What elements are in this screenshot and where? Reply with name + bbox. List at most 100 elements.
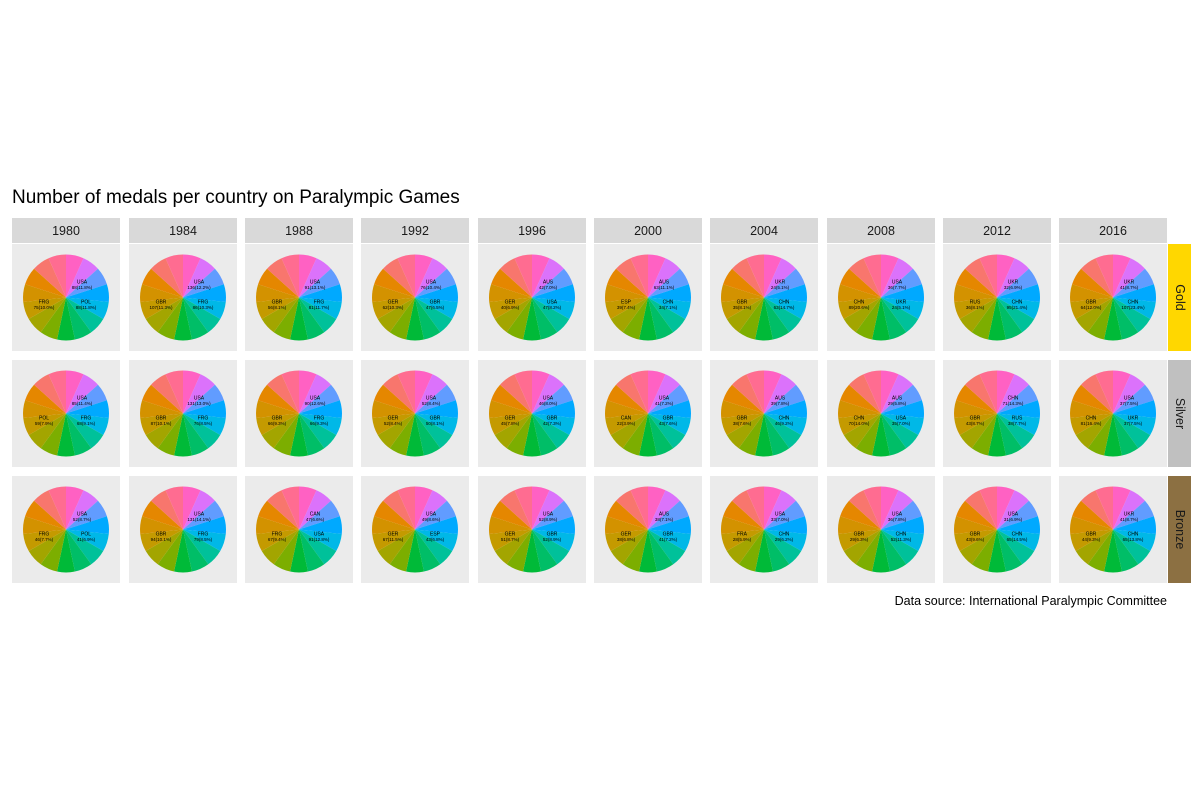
- slice-label-value: 52(8.7%): [73, 517, 92, 522]
- pie-slice: [732, 490, 764, 530]
- pie-slice: [648, 500, 689, 530]
- slice-label-country: RUS: [970, 300, 981, 306]
- pie-slice: [165, 486, 183, 530]
- pie-slice: [1087, 413, 1113, 456]
- pie-slice: [256, 413, 299, 435]
- pie-slice: [723, 384, 764, 414]
- slice-label-country: USA: [77, 396, 88, 402]
- pie-slice: [273, 297, 299, 340]
- pie-slice: [954, 413, 997, 435]
- slice-label-country: AUS: [659, 280, 670, 286]
- pie-slice: [489, 284, 532, 302]
- pie-slice: [607, 500, 648, 530]
- pie-slice: [764, 297, 807, 319]
- pie-slice: [40, 529, 66, 572]
- slice-label-value: 88(11.8%): [76, 305, 97, 310]
- facet-strip-1992: [361, 218, 469, 243]
- slice-label-country: UKR: [1008, 280, 1019, 286]
- pie-slice: [372, 413, 415, 435]
- pie-slice: [25, 384, 67, 414]
- pie-slice: [532, 490, 564, 530]
- pie-slice: [881, 529, 907, 572]
- pie-slice: [971, 413, 997, 456]
- pie-slice: [954, 529, 997, 551]
- pie-slice: [28, 413, 66, 449]
- pie-slice: [261, 413, 299, 449]
- pie-slice: [988, 413, 1006, 457]
- pie-slice: [374, 268, 415, 298]
- slice-label-country: USA: [426, 512, 437, 518]
- pie-slice: [855, 297, 881, 340]
- pie-slice: [261, 529, 299, 565]
- pie-2000-gold: [605, 254, 691, 341]
- pie-slice: [648, 297, 686, 333]
- pie-slice: [965, 490, 997, 530]
- pie-slice: [25, 500, 67, 530]
- pie-slice: [605, 297, 648, 319]
- pie-slice: [997, 500, 1038, 530]
- pie-slice: [66, 268, 107, 298]
- pie-slice: [610, 529, 648, 565]
- pie-slice: [256, 297, 299, 319]
- pie-slice: [764, 413, 790, 456]
- pie-slice: [616, 490, 648, 530]
- slice-label-value: 71(14.3%): [1003, 401, 1024, 406]
- pie-slice: [66, 400, 109, 418]
- pie-slice: [500, 374, 532, 414]
- pie-slice: [532, 516, 575, 534]
- slice-label-value: 36(7.8%): [888, 517, 907, 522]
- facet-label-1996: 1996: [518, 224, 546, 238]
- pie-slice: [639, 413, 657, 457]
- pie-slice: [290, 529, 308, 573]
- pie-slice: [648, 400, 691, 418]
- slice-label-value: 52(8.9%): [543, 537, 562, 542]
- slice-label-value: 79(8.5%): [194, 537, 213, 542]
- slice-label-value: 52(8.4%): [384, 421, 403, 426]
- facet-strip-2000: [594, 218, 702, 243]
- pie-slice: [273, 529, 299, 572]
- pie-slice: [979, 254, 997, 298]
- slice-label-value: 94(10.1%): [151, 537, 172, 542]
- slice-label-value: 41(7.2%): [655, 401, 674, 406]
- slice-label-country: GBR: [156, 416, 167, 422]
- pie-slice: [605, 529, 648, 551]
- slice-label-country: CHN: [1086, 416, 1097, 422]
- slice-label-value: 47(8.2%): [543, 305, 562, 310]
- pie-slice: [956, 268, 997, 298]
- pie-slice: [1113, 284, 1156, 302]
- slice-label-value: 42(7.0%): [539, 285, 558, 290]
- slice-label-value: 81(16.4%): [1081, 421, 1102, 426]
- pie-slice: [151, 258, 183, 298]
- pie-slice: [764, 400, 807, 418]
- pie-slice: [383, 258, 415, 298]
- slice-label-country: CHN: [779, 532, 790, 538]
- pie-slice: [872, 529, 890, 573]
- pie-slice: [764, 500, 805, 530]
- pie-slice: [648, 486, 666, 530]
- pie-slice: [840, 384, 881, 414]
- pie-slice: [532, 254, 550, 298]
- pie-slice: [532, 374, 564, 414]
- pie-slice: [299, 258, 331, 298]
- pie-slice: [500, 258, 532, 298]
- pie-slice: [997, 297, 1023, 340]
- pie-slice: [267, 258, 299, 298]
- slice-label-value: 49(8.6%): [422, 517, 441, 522]
- pie-slice: [843, 413, 881, 449]
- slice-label-value: 37(7.5%): [1124, 421, 1143, 426]
- pie-slice: [1113, 297, 1139, 340]
- slice-label-country: ESP: [430, 532, 441, 538]
- pie-slice: [881, 268, 922, 298]
- pie-2012-bronze: [954, 486, 1040, 573]
- slice-label-country: AUS: [892, 396, 903, 402]
- pie-slice: [764, 486, 782, 530]
- pie-slice: [415, 500, 456, 530]
- pie-slice: [299, 268, 340, 298]
- pie-slice: [1113, 258, 1145, 298]
- slice-label-country: CAN: [310, 512, 321, 518]
- slice-label-country: USA: [659, 396, 670, 402]
- pie-slice: [648, 268, 689, 298]
- pie-slice: [183, 400, 226, 418]
- pie-slice: [377, 413, 415, 449]
- pie-slice: [258, 384, 299, 414]
